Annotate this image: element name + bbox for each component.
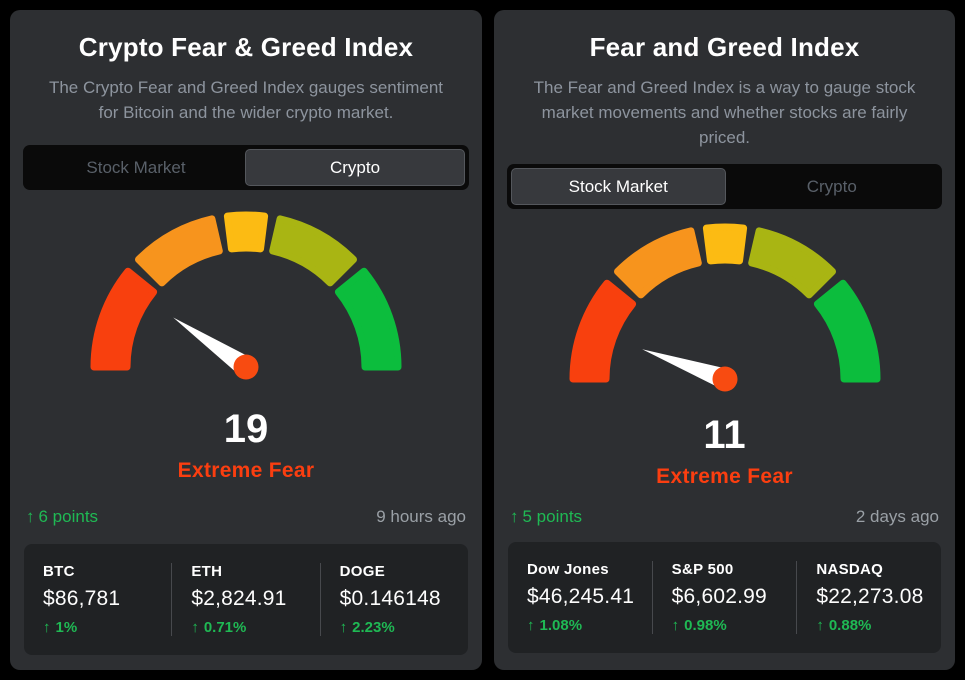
up-arrow-icon: ↑ [43, 619, 51, 636]
gauge-segment [613, 227, 702, 299]
stat-name: S&P 500 [671, 561, 734, 578]
crypto-index-panel: Crypto Fear & Greed Index The Crypto Fea… [10, 10, 482, 670]
points-change: ↑ 5 points [510, 507, 582, 527]
meta-row: ↑ 6 points 9 hours ago [10, 507, 482, 527]
up-arrow-icon: ↑ [527, 617, 535, 634]
up-arrow-icon: ↑ [339, 619, 348, 636]
gauge-segment [135, 215, 223, 287]
stat-nasdaq: NASDAQ $22,273.08 ↑ 0.88% [796, 561, 941, 634]
stat-name: ETH [191, 563, 223, 580]
last-updated: 2 days ago [855, 507, 939, 526]
gauge-needle [173, 317, 252, 376]
up-arrow-icon: ↑ [816, 617, 824, 634]
stat-change-value: 1% [55, 619, 78, 636]
market-toggle: Stock Market Crypto [507, 164, 942, 209]
panel-description: The Fear and Greed Index is a way to gau… [533, 78, 916, 147]
panel-description: The Crypto Fear and Greed Index gauges s… [48, 78, 444, 122]
stat-value: $0.146148 [339, 587, 441, 610]
gauge-segment [223, 211, 269, 253]
panel-title: Fear and Greed Index [589, 32, 860, 62]
tab-label: Crypto [329, 157, 381, 177]
meta-row: ↑ 5 points 2 days ago [494, 507, 955, 527]
gauge-pivot [712, 366, 737, 392]
gauge-segment [90, 267, 158, 371]
sentiment-label: Extreme Fear [177, 459, 315, 482]
stats-card: BTC $86,781 ↑ 1% ETH $2,824.91 ↑ 0.71% DOG… [24, 544, 468, 655]
last-updated: 9 hours ago [376, 507, 466, 526]
fear-greed-gauge [90, 211, 402, 380]
stat-dow-jones: Dow Jones $46,245.41 ↑ 1.08% [508, 561, 652, 634]
tab-crypto[interactable]: Crypto [245, 149, 465, 186]
up-arrow-icon: ↑ [26, 507, 35, 526]
stat-change: ↑ 0.98% [672, 617, 797, 634]
gauge-segment [702, 223, 747, 265]
stat-change: ↑ 1.08% [527, 617, 652, 634]
gauge-segment [747, 227, 836, 299]
points-change: ↑ 6 points [26, 507, 98, 527]
stat-name: BTC [43, 563, 75, 580]
points-text: 6 points [38, 507, 99, 526]
points-text: 5 points [522, 507, 583, 526]
gauge-segment [813, 279, 880, 383]
tab-label: Crypto [806, 176, 857, 196]
gauge-container [494, 219, 955, 397]
stat-eth: ETH $2,824.91 ↑ 0.71% [171, 563, 319, 636]
stat-name: DOGE [339, 563, 386, 580]
index-value: 11 [703, 413, 746, 457]
panel-title: Crypto Fear & Greed Index [78, 32, 414, 62]
stat-change-value: 1.08% [539, 617, 583, 634]
stat-change: ↑ 2.23% [340, 619, 468, 636]
gauge-container [10, 207, 482, 385]
tab-crypto[interactable]: Crypto [726, 168, 939, 205]
index-value: 19 [223, 407, 269, 451]
tab-label: Stock Market [568, 176, 668, 196]
sentiment-label: Extreme Fear [656, 465, 793, 488]
stat-change: ↑ 1% [43, 619, 171, 636]
up-arrow-icon: ↑ [510, 507, 519, 526]
fear-greed-gauge [569, 223, 880, 392]
stat-change-value: 0.88% [828, 617, 872, 634]
stat-change-value: 0.98% [684, 617, 727, 634]
stat-value: $22,273.08 [816, 585, 924, 608]
stat-value: $46,245.41 [527, 585, 635, 608]
stat-change-value: 0.71% [203, 619, 247, 636]
stat-value: $2,824.91 [191, 587, 287, 610]
gauge-segment [334, 267, 402, 371]
gauge-needle [641, 349, 729, 389]
stock-index-panel: Fear and Greed Index The Fear and Greed … [494, 10, 955, 670]
gauge-pivot [233, 354, 259, 380]
stat-change-value: 2.23% [352, 619, 395, 636]
gauge-segment [569, 279, 636, 383]
stat-change: ↑ 0.71% [191, 619, 319, 636]
up-arrow-icon: ↑ [191, 619, 199, 636]
stat-value: $6,602.99 [671, 585, 767, 608]
stat-name: NASDAQ [816, 561, 884, 578]
tab-label: Stock Market [86, 157, 186, 177]
tab-stock-market[interactable]: Stock Market [27, 149, 245, 186]
up-arrow-icon: ↑ [671, 617, 680, 634]
stat-name: Dow Jones [527, 561, 609, 578]
stats-card: Dow Jones $46,245.41 ↑ 1.08% S&P 500 $6,6… [508, 542, 941, 653]
tab-stock-market[interactable]: Stock Market [511, 168, 726, 205]
stat-sp500: S&P 500 $6,602.99 ↑ 0.98% [651, 561, 797, 634]
stat-change: ↑ 0.88% [816, 617, 941, 634]
gauge-segment [269, 215, 357, 287]
stat-value: $86,781 [43, 587, 121, 610]
stat-btc: BTC $86,781 ↑ 1% [24, 563, 171, 636]
stat-doge: DOGE $0.146148 ↑ 2.23% [319, 563, 468, 636]
market-toggle: Stock Market Crypto [23, 145, 469, 190]
